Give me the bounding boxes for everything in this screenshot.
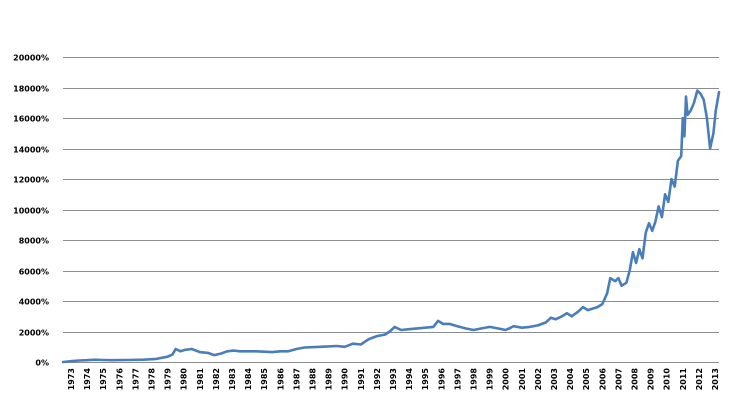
x-tick-label: 1985: [260, 368, 269, 391]
x-tick-label: 1986: [276, 368, 285, 391]
y-tick-label: 8000%: [19, 237, 49, 246]
x-tick-label: 1997: [453, 368, 462, 390]
x-tick-label: 2009: [647, 368, 656, 391]
y-tick-label: 20000%: [13, 54, 49, 63]
x-tick-label: 2007: [614, 368, 623, 390]
y-tick-label: 12000%: [13, 176, 49, 185]
x-tick-label: 2010: [663, 368, 672, 391]
y-tick-label: 6000%: [19, 268, 49, 277]
x-tick-label: 1992: [373, 368, 382, 390]
x-tick-label: 2013: [711, 368, 720, 390]
x-tick-label: 1982: [212, 368, 221, 390]
x-tick-label: 1990: [341, 368, 350, 391]
x-tick-label: 1983: [228, 368, 237, 390]
x-tick-label: 1980: [180, 368, 189, 391]
x-tick-label: 1979: [164, 368, 173, 391]
y-tick-label: 4000%: [19, 298, 49, 307]
y-tick-label: 18000%: [13, 85, 49, 94]
x-tick-label: 1984: [244, 368, 253, 391]
gridlines: [63, 57, 719, 333]
x-tick-label: 1994: [405, 368, 414, 391]
x-tick-label: 2008: [631, 368, 640, 391]
x-tick-label: 2006: [598, 368, 607, 391]
y-tick-label: 14000%: [13, 146, 49, 155]
x-tick-label: 1973: [67, 368, 76, 390]
x-tick-label: 1996: [437, 368, 446, 391]
x-axis-ticks: 1973 1974 1975 1976 1977 1978 1979 1980 1981 1982…: [67, 368, 720, 391]
x-tick-label: 2000: [502, 368, 511, 391]
y-tick-label: 2000%: [19, 329, 49, 338]
y-tick-label: 16000%: [13, 115, 49, 124]
x-tick-label: 1981: [196, 368, 205, 391]
x-tick-label: 1974: [83, 368, 92, 391]
x-tick-label: 1998: [470, 368, 479, 391]
x-tick-label: 2004: [566, 368, 575, 391]
x-tick-label: 1987: [292, 368, 301, 390]
x-tick-label: 2012: [695, 368, 704, 390]
x-tick-label: 1978: [148, 368, 157, 391]
x-tick-label: 1993: [389, 368, 398, 390]
x-tick-label: 1991: [357, 368, 366, 391]
x-tick-label: 1995: [421, 368, 430, 391]
x-tick-label: 1989: [325, 368, 334, 391]
y-tick-label: 10000%: [13, 207, 49, 216]
x-tick-label: 2005: [582, 368, 591, 391]
x-tick-label: 1999: [486, 368, 495, 391]
x-tick-label: 2001: [518, 368, 527, 391]
series-line: [61, 89, 721, 364]
x-tick-label: 1976: [115, 368, 124, 391]
y-axis-ticks: 0% 2000% 4000% 6000% 8000% 10000% 12000% 14000%…: [13, 54, 49, 368]
y-tick-label: 0%: [35, 359, 49, 368]
x-tick-label: 2011: [679, 368, 688, 391]
x-tick-label: 2003: [550, 368, 559, 390]
x-tick-label: 2002: [534, 368, 543, 390]
x-tick-label: 1975: [99, 368, 108, 391]
x-tick-label: 1977: [131, 368, 140, 390]
x-tick-label: 1988: [309, 368, 318, 391]
